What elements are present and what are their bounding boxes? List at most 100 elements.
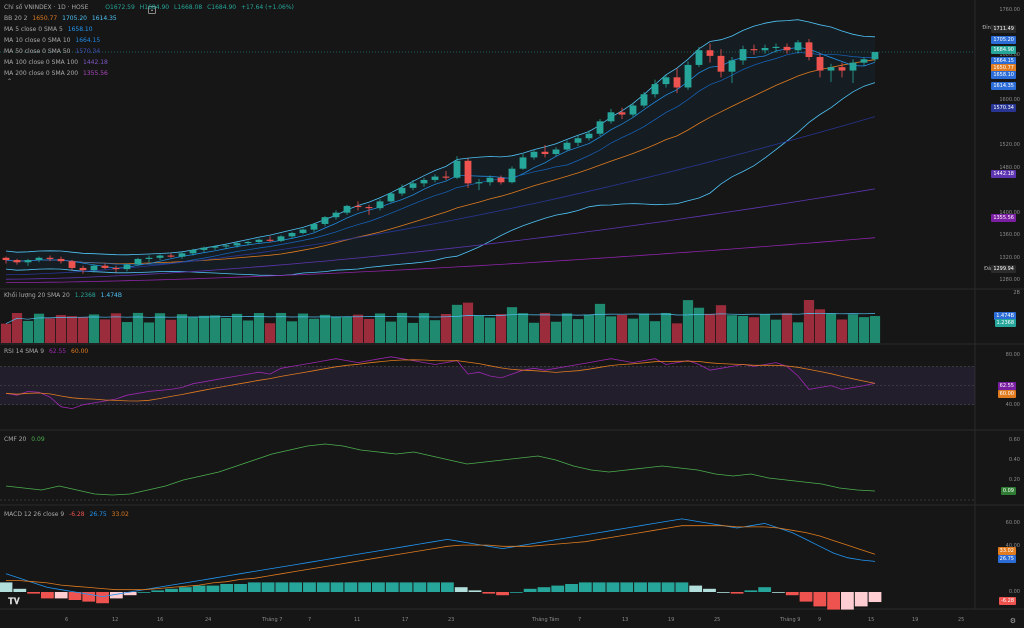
- volume-bar: [715, 305, 727, 343]
- cmf-label: CMF 20: [4, 436, 27, 443]
- macd-histogram-tag: -6.28: [999, 597, 1016, 605]
- x-axis-tick: 19: [668, 617, 675, 623]
- x-axis-tick: 15: [868, 617, 875, 623]
- candle-body: [475, 182, 483, 184]
- macd-histogram-bar: [165, 588, 178, 592]
- macd-histogram-bar: [813, 592, 827, 607]
- candle-body: [486, 177, 494, 183]
- macd-histogram-bar: [509, 592, 523, 593]
- macd-histogram-bar: [578, 582, 592, 592]
- candle-body: [46, 257, 54, 259]
- volume-bar: [330, 316, 342, 343]
- candle-body: [497, 177, 505, 183]
- macd-signal-line: [6, 525, 876, 591]
- candle-body: [13, 260, 21, 263]
- candle-body: [409, 183, 417, 188]
- macd-histogram-bar: [730, 592, 744, 594]
- price-axis-tick: 1680.00: [999, 51, 1020, 58]
- volume-bar: [264, 323, 276, 343]
- volume-v1: 1.2368: [74, 292, 96, 299]
- candle-body: [145, 257, 153, 259]
- candle-body: [530, 151, 538, 158]
- ma10-label: MA 10 close 0 SMA 10: [4, 37, 71, 44]
- macd-histogram-bar: [785, 592, 799, 596]
- macd-histogram-bar: [303, 582, 316, 592]
- ohlc-open: O1672.59: [105, 4, 135, 11]
- macd-histogram-bar: [703, 588, 716, 592]
- volume-bar: [363, 318, 375, 343]
- candle-body: [618, 112, 626, 115]
- macd-histogram-bar: [454, 587, 468, 592]
- volume-bar: [814, 309, 826, 343]
- macd-histogram-bar: [772, 592, 785, 593]
- settings-gear-icon[interactable]: ⚙: [1009, 617, 1016, 625]
- candle-body: [354, 205, 362, 208]
- x-axis-tick: Tháng 9: [780, 617, 801, 623]
- macd-histogram-bar: [413, 582, 427, 592]
- volume-bar: [550, 321, 562, 343]
- volume-bar: [682, 300, 694, 343]
- macd-histogram-bar: [606, 582, 620, 592]
- bb-label: BB 20 2: [4, 15, 28, 22]
- expand-icon[interactable]: ▴: [148, 6, 156, 14]
- volume-bar: [297, 313, 309, 343]
- volume-bar: [275, 312, 287, 343]
- macd-histogram-bar: [40, 592, 54, 599]
- macd-histogram-bar: [372, 582, 385, 592]
- volume-bar: [308, 318, 320, 343]
- macd-histogram-bar: [647, 582, 661, 592]
- rsi-legend: RSI 14 SMA 9 62.55 60.00: [4, 346, 91, 357]
- macd-histogram-bar: [620, 582, 634, 592]
- x-axis-tick: 23: [448, 617, 455, 623]
- macd-histogram-bar: [178, 587, 192, 592]
- candle-body: [222, 245, 230, 247]
- macd-axis-tick: 0.00: [1008, 589, 1020, 595]
- volume-bar: [583, 314, 595, 343]
- candle-body: [640, 94, 648, 106]
- tradingview-logo-icon[interactable]: 𝐓𝐕: [8, 597, 20, 607]
- volume-bar: [429, 320, 441, 343]
- candle-body: [816, 57, 824, 71]
- candle-body: [167, 255, 175, 257]
- candle-body: [772, 46, 780, 48]
- candle-body: [277, 236, 285, 241]
- x-axis-tick: Tháng Tám: [532, 617, 560, 623]
- price-tag: 1650.77: [991, 64, 1016, 72]
- volume-bar: [66, 316, 78, 343]
- volume-bar: [594, 303, 606, 343]
- macd-signal-tag: 33.02: [997, 547, 1016, 555]
- macd-histogram-bar: [385, 582, 399, 592]
- candle-body: [420, 179, 428, 184]
- macd-histogram-bar: [109, 592, 123, 599]
- x-axis-tick: 12: [112, 617, 119, 623]
- macd-histogram-bar: [537, 587, 551, 592]
- macd-histogram-bar: [551, 585, 565, 592]
- bollinger-basis-line: [5, 59, 876, 265]
- candle-body: [310, 223, 318, 230]
- macd-histogram-bar: [468, 590, 482, 592]
- candle-body: [453, 160, 461, 178]
- candle-body: [178, 253, 186, 257]
- bb-v2: 1705.20: [62, 15, 87, 22]
- rsi-v1: 62.55: [48, 348, 67, 355]
- candle-body: [717, 55, 725, 72]
- volume-bar: [825, 313, 837, 343]
- price-axis-tick: 1600.00: [999, 96, 1020, 103]
- volume-bar: [220, 317, 232, 343]
- candle-body: [508, 168, 516, 183]
- volume-bar: [396, 312, 408, 343]
- candle-body: [706, 50, 714, 56]
- macd-legend: MACD 12 26 close 9 -6.28 26.75 33.02: [4, 509, 132, 520]
- candle-body: [629, 105, 637, 115]
- volume-tag: 1.2368: [994, 319, 1016, 327]
- candle-body: [596, 121, 604, 134]
- volume-bar: [286, 321, 298, 343]
- ohlc-low: L1668.08: [174, 4, 203, 11]
- macd-line-tag: 26.75: [997, 555, 1016, 563]
- volume-bar: [440, 313, 452, 343]
- macd-v1: -6.28: [69, 511, 85, 518]
- rsi-line: [5, 356, 876, 410]
- collapse-legend-icon[interactable]: ⌃: [7, 78, 13, 85]
- candle-body: [695, 50, 703, 65]
